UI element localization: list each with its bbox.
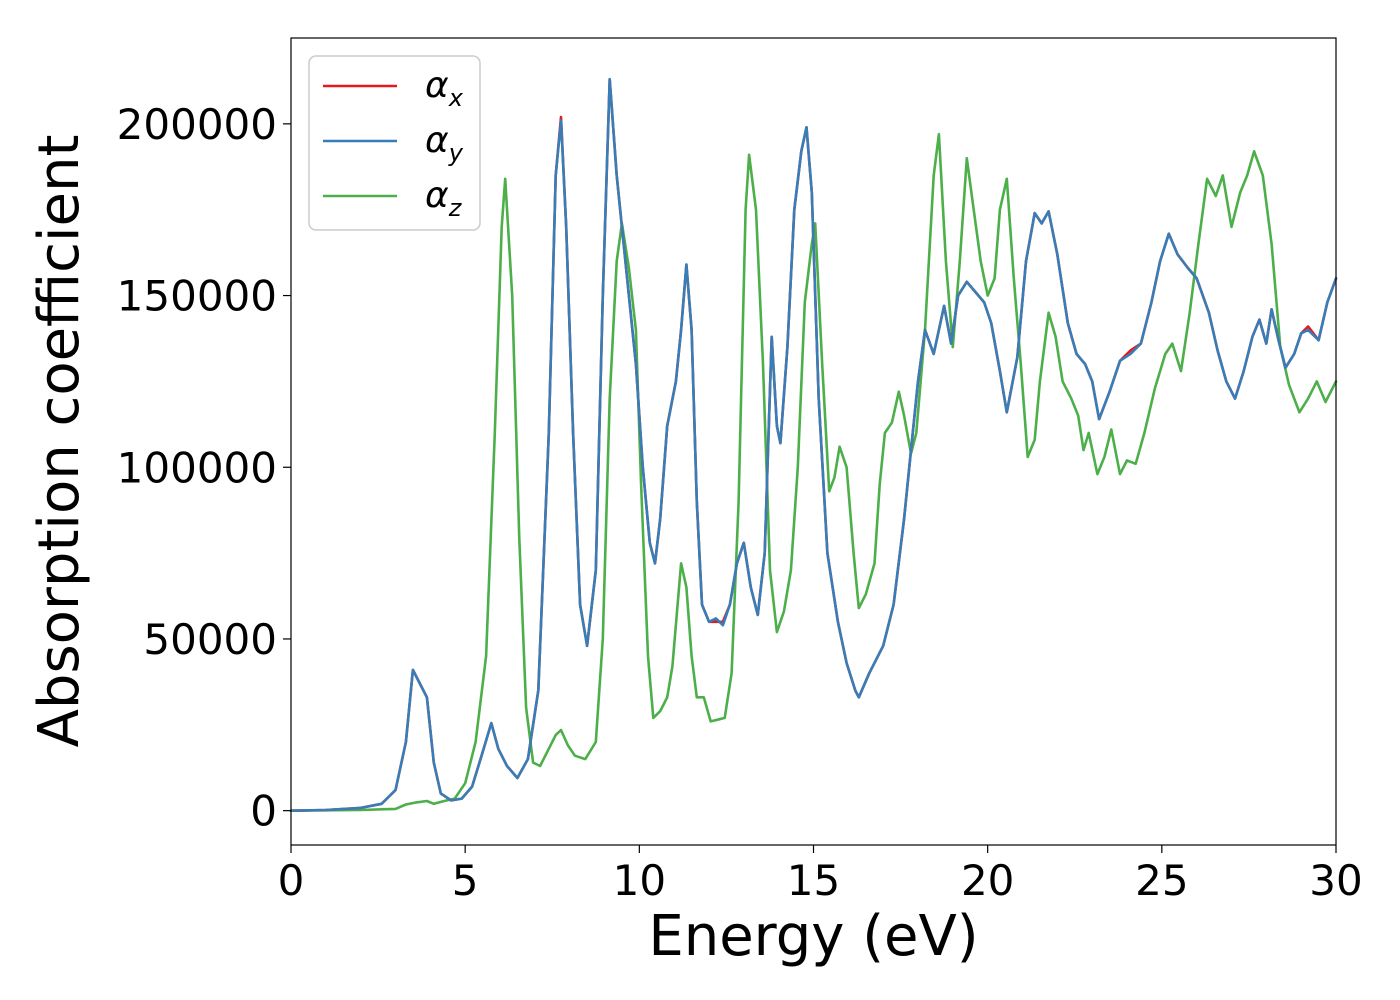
y-tick-label: 100000 [117, 443, 277, 492]
y-tick-label: 0 [250, 787, 277, 836]
x-tick-label: 5 [452, 856, 479, 905]
legend-box [308, 55, 481, 231]
y-tick-label: 150000 [117, 272, 277, 321]
y-tick-label: 200000 [117, 100, 277, 149]
y-axis-ticks: 0 50000 100000 150000 200000 [117, 100, 291, 836]
y-axis-title: Absorption coefficient [27, 135, 92, 748]
x-tick-label: 10 [613, 856, 666, 905]
series-line-y [289, 77, 1338, 812]
x-axis-title: Energy (eV) [648, 904, 978, 969]
x-tick-label: 15 [787, 856, 840, 905]
x-tick-label: 30 [1309, 856, 1362, 905]
x-tick-label: 0 [278, 856, 305, 905]
x-axis-ticks: 0 5 10 15 20 25 30 [278, 845, 1363, 905]
series-layer [289, 77, 1338, 812]
y-tick-label: 50000 [143, 615, 277, 664]
x-tick-label: 20 [961, 856, 1014, 905]
x-tick-label: 25 [1135, 856, 1188, 905]
series-line-z [289, 132, 1338, 812]
